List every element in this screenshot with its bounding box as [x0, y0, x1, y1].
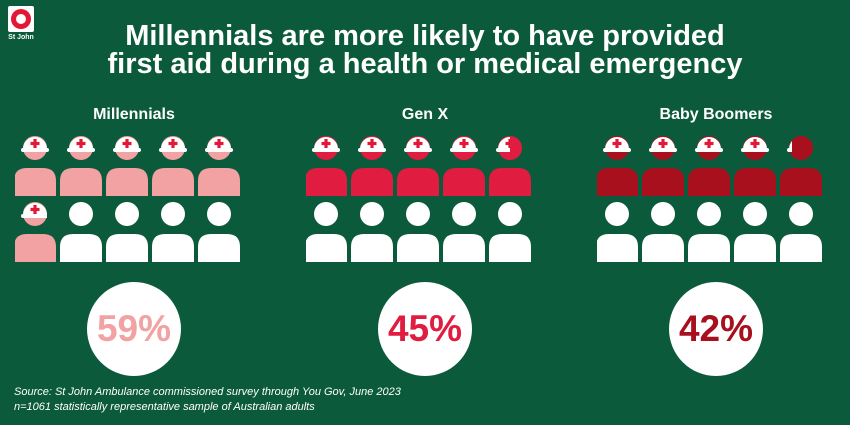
person-icon: [106, 202, 148, 262]
person-icon: [597, 136, 638, 196]
title-line-2: first aid during a health or medical eme…: [107, 48, 743, 80]
person-icon: [60, 136, 102, 196]
first-aid-helmet-icon: [67, 137, 95, 152]
person-icon: [15, 202, 56, 262]
source-line-2: n=1061 statistically representative samp…: [14, 401, 315, 413]
group-label-baby-boomers: Baby Boomers: [659, 106, 773, 123]
source-note: Source: St John Ambulance commissioned s…: [14, 385, 401, 415]
person-icon: [351, 202, 393, 262]
pictogram-gen-x: [306, 136, 531, 262]
person-icon: [351, 136, 393, 196]
person-icon: [15, 136, 56, 196]
group-label-gen-x: Gen X: [401, 106, 449, 123]
first-aid-helmet-icon: [741, 137, 769, 152]
first-aid-helmet-icon: [404, 137, 432, 152]
percent-badge-millennials: 59%: [87, 282, 181, 376]
pictogram-baby-boomers: [597, 136, 822, 262]
st-john-emblem-icon: [8, 6, 34, 32]
person-icon: [152, 202, 194, 262]
person-icon: [780, 202, 822, 262]
person-icon: [443, 136, 485, 196]
title-line-1: Millennials are more likely to have prov…: [125, 20, 725, 52]
person-icon: [688, 202, 730, 262]
person-icon: [642, 202, 684, 262]
person-icon: [443, 202, 485, 262]
percent-badge-baby-boomers: 42%: [669, 282, 763, 376]
group-label-millennials: Millennials: [93, 106, 175, 123]
first-aid-helmet-icon: [450, 137, 478, 152]
person-icon: [198, 202, 240, 262]
first-aid-helmet-icon: [603, 137, 631, 152]
person-icon: [60, 202, 102, 262]
first-aid-helmet-icon: [113, 137, 141, 152]
person-icon: [397, 136, 439, 196]
person-icon: [306, 202, 347, 262]
person-icon: [489, 136, 531, 196]
person-icon: [734, 136, 776, 196]
first-aid-helmet-icon: [787, 141, 792, 152]
first-aid-helmet-icon: [205, 137, 233, 152]
person-icon: [734, 202, 776, 262]
person-icon: [688, 136, 730, 196]
person-icon: [198, 136, 240, 196]
first-aid-helmet-icon: [159, 137, 187, 152]
first-aid-helmet-icon: [649, 137, 677, 152]
first-aid-helmet-icon: [695, 137, 723, 152]
person-icon: [152, 136, 194, 196]
pictogram-millennials: [15, 136, 240, 262]
percent-badge-gen-x: 45%: [378, 282, 472, 376]
first-aid-helmet-icon: [358, 137, 386, 152]
first-aid-helmet-icon: [21, 203, 47, 218]
person-icon: [489, 202, 531, 262]
first-aid-helmet-icon: [21, 137, 49, 152]
first-aid-helmet-icon: [312, 137, 340, 152]
chart-title: Millennials are more likely to have prov…: [0, 20, 850, 80]
source-line-1: Source: St John Ambulance commissioned s…: [14, 386, 401, 398]
person-icon: [597, 202, 638, 262]
person-icon: [642, 136, 684, 196]
person-icon: [397, 202, 439, 262]
first-aid-helmet-icon: [496, 137, 510, 152]
person-icon: [106, 136, 148, 196]
person-icon: [306, 136, 347, 196]
person-icon: [780, 136, 822, 196]
st-john-logo: St John: [8, 6, 34, 44]
logo-text: St John: [8, 34, 34, 41]
